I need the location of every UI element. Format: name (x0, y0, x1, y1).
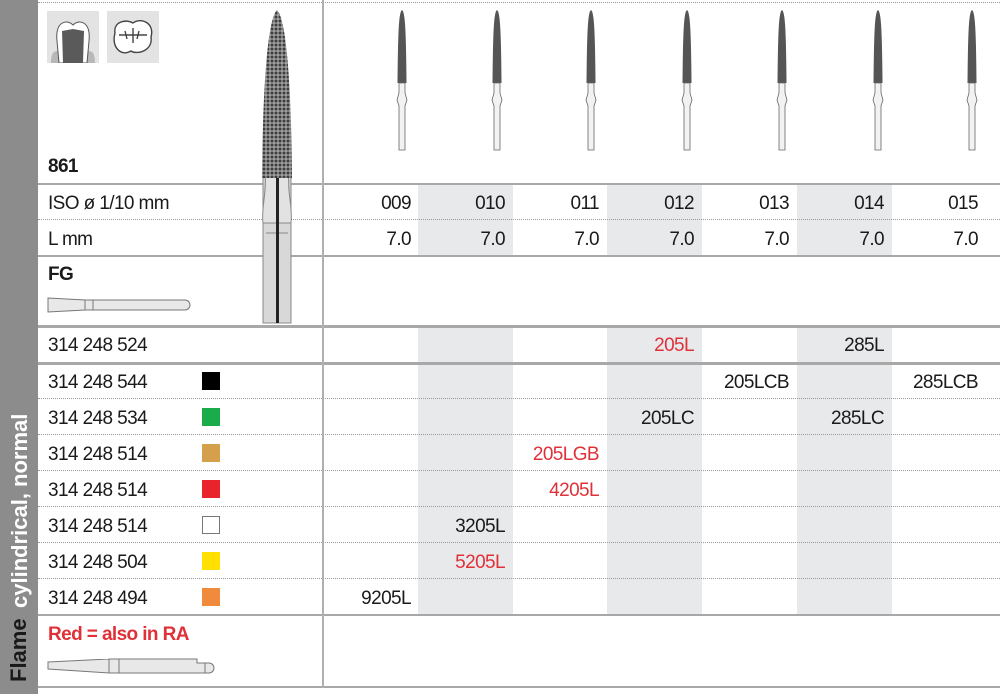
shape-label: Flame (6, 618, 31, 682)
order-code: 314 248 514 (48, 444, 148, 465)
column-shading (607, 325, 702, 614)
product-ref: 205LGB (532, 444, 600, 465)
product-ref: 205LCB (723, 372, 790, 393)
length-value: 7.0 (764, 229, 789, 250)
burr-size-image (491, 10, 502, 151)
order-code: 314 248 524 (48, 335, 148, 356)
iso-size-value: 009 (381, 193, 412, 214)
order-code: 314 248 504 (48, 552, 148, 573)
burr-size-image (396, 10, 408, 151)
iso-label: ISO ø 1/10 mm (48, 193, 170, 214)
iso-size-value: 010 (475, 193, 506, 214)
shank-label: FG (48, 264, 74, 285)
order-code: 314 248 544 (48, 372, 148, 393)
iso-size-value: 011 (570, 193, 600, 214)
burr-size-image (585, 10, 597, 151)
grit-color-swatch (202, 444, 220, 462)
category-sidebar: Flame cylindrical, normal (0, 0, 38, 694)
length-value: 7.0 (574, 229, 599, 250)
crown-prep-icon (47, 11, 99, 63)
product-ref: 9205L (361, 588, 411, 609)
grit-color-swatch (202, 480, 220, 498)
grit-color-swatch (202, 552, 220, 570)
product-ref: 285L (844, 335, 884, 356)
iso-size-value: 013 (759, 193, 790, 214)
grit-color-swatch (202, 516, 220, 534)
order-code: 314 248 534 (48, 408, 148, 429)
figure-number: 861 (48, 156, 79, 177)
product-ref: 4205L (549, 480, 599, 501)
ra-shank-icon (47, 658, 215, 674)
length-label: L mm (48, 229, 93, 250)
product-ref: 205L (654, 335, 694, 356)
burr-size-image (966, 10, 978, 151)
burr-size-image (776, 10, 788, 151)
iso-size-value: 014 (854, 193, 885, 214)
length-value: 7.0 (386, 229, 411, 250)
length-value: 7.0 (953, 229, 978, 250)
legend-note: Red = also in RA (48, 624, 189, 645)
burr-size-image (681, 10, 692, 151)
fg-shank-icon (47, 297, 191, 313)
group-label: cylindrical, normal (7, 413, 32, 608)
column-divider (322, 0, 324, 688)
grit-color-swatch (202, 588, 220, 606)
occlusal-fissure-icon (107, 11, 159, 63)
product-ref: 285LC (831, 408, 885, 429)
order-code: 314 248 514 (48, 480, 148, 501)
iso-size-value: 012 (664, 193, 695, 214)
diamond-burr-image (262, 10, 292, 324)
product-ref: 205LC (641, 408, 695, 429)
product-ref: 3205L (455, 516, 505, 537)
length-value: 7.0 (669, 229, 694, 250)
order-code: 314 248 514 (48, 516, 148, 537)
order-code: 314 248 494 (48, 588, 148, 609)
grit-color-swatch (202, 408, 220, 426)
length-value: 7.0 (480, 229, 505, 250)
column-shading (418, 325, 513, 614)
burr-size-image (872, 10, 883, 151)
iso-size-value: 015 (948, 193, 979, 214)
grit-color-swatch (202, 372, 220, 390)
product-ref: 285LCB (912, 372, 979, 393)
length-value: 7.0 (859, 229, 884, 250)
product-ref: 5205L (455, 552, 505, 573)
column-shading (797, 325, 892, 614)
